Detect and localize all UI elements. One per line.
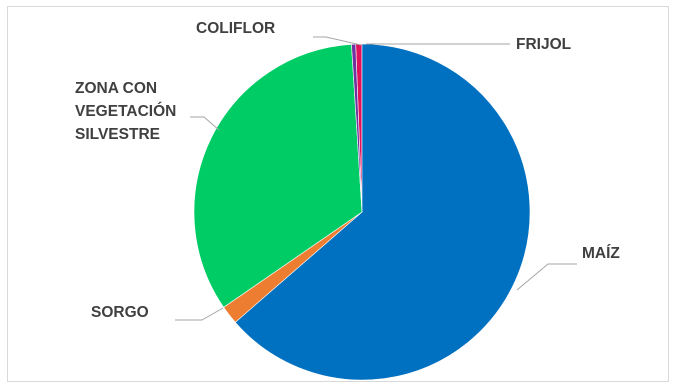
slice-label-zona-con-vegetacion-silvestre-line-3: SILVESTRE: [75, 126, 160, 143]
slice-label-coliflor: COLIFLOR: [196, 20, 275, 37]
pie-slice-maiz: [234, 43, 531, 381]
pie-slice-zona-con-vegetacion-silvestre: [193, 44, 363, 308]
slice-label-zona-con-vegetacion-silvestre-line-2: VEGETACIÓN: [75, 102, 176, 120]
slice-label-zona-con-vegetacion-silvestre-line-1: ZONA CON: [75, 80, 157, 97]
slice-label-sorgo: SORGO: [91, 304, 149, 321]
leader-line-sorgo: [175, 307, 224, 321]
pie-slices: [193, 43, 531, 381]
leader-line-maiz: [516, 263, 577, 291]
slice-labels: MAÍZ SORGO ZONA CON VEGETACIÓN SILVESTRE COLI…: [75, 20, 620, 321]
leader-line-coliflor: [313, 36, 362, 46]
slice-label-frijol: FRIJOL: [516, 36, 571, 53]
leader-line-zona-con-vegetacion-silvestre: [190, 116, 220, 131]
leader-lines: [175, 36, 577, 321]
slice-label-maiz: MAÍZ: [582, 245, 620, 262]
